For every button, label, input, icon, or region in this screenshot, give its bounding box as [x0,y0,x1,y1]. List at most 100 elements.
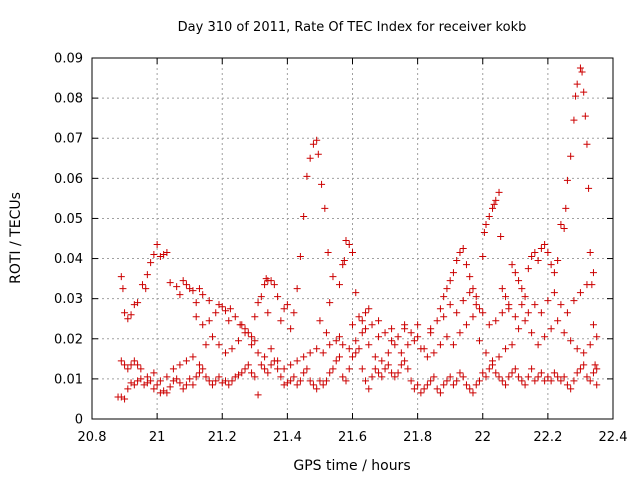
data-point [453,309,461,317]
data-point [228,377,236,385]
data-point [270,281,278,289]
data-point [485,321,493,329]
data-point [143,373,151,381]
data-point [150,251,158,259]
axis-ticks: 0 0.01 0.02 0.03 0.04 0.05 0.06 0.07 0.08 0.09 20.… [54,52,627,446]
data-point [119,285,127,293]
data-point [274,293,282,301]
data-point [489,204,497,212]
data-point [143,271,151,279]
data-point [287,361,295,369]
data-point [176,291,184,299]
data-point [332,357,340,365]
data-point [199,291,207,299]
data-point [518,285,526,293]
data-point [388,325,396,333]
data-point [199,321,207,329]
data-point [378,357,386,365]
data-point [489,357,497,365]
data-point [427,325,435,333]
data-point [208,333,216,341]
data-point [274,365,282,373]
data-point [225,381,233,389]
data-point [521,381,529,389]
data-point [440,381,448,389]
chart-title: Day 310 of 2011, Rate Of TEC Index for r… [178,20,527,35]
data-point [137,375,145,383]
data-point [306,349,314,357]
data-point [335,333,343,341]
data-point [440,313,448,321]
data-point [508,369,516,377]
data-point [423,353,431,361]
data-point [578,68,586,76]
data-point [189,287,197,295]
y-tick-label: 0.02 [54,332,83,347]
x-tick-label: 22.2 [533,430,562,445]
data-point [593,365,601,373]
data-point [480,228,488,236]
x-tick-label: 22.4 [599,430,628,445]
data-point [524,265,532,273]
data-point [459,245,467,253]
data-point [528,365,536,373]
data-point [251,337,259,345]
data-point [440,293,448,301]
data-point [573,345,581,353]
data-point [293,357,301,365]
data-point [121,309,129,317]
data-point [459,297,467,305]
data-point [375,317,383,325]
data-point [563,176,571,184]
data-point [475,377,483,385]
data-point [433,317,441,325]
data-point [231,313,239,321]
data-point [371,353,379,361]
data-point [375,369,383,377]
data-point [182,281,190,289]
data-point [417,345,425,353]
data-point [235,337,243,345]
data-point [163,249,171,257]
data-point [576,365,584,373]
data-point [576,64,584,72]
data-point [521,293,529,301]
y-tick-label: 0.07 [54,132,83,147]
data-point [264,369,272,377]
data-point [208,381,216,389]
data-point [264,309,272,317]
data-point [391,341,399,349]
data-point [300,212,308,220]
data-point [505,305,513,313]
data-point [430,373,438,381]
data-point [537,309,545,317]
data-point [329,365,337,373]
data-point [472,381,480,389]
data-point [124,385,132,393]
data-point [394,333,402,341]
data-point [475,337,483,345]
data-point [427,377,435,385]
data-point [534,341,542,349]
data-point [316,317,324,325]
data-point [147,377,155,385]
data-point [531,301,539,309]
y-tick-label: 0 [75,413,83,428]
data-point [583,281,591,289]
data-point [238,321,246,329]
data-point [316,377,324,385]
data-point [322,329,330,337]
data-point [453,257,461,265]
data-point [329,273,337,281]
data-point [572,92,580,100]
data-point [326,341,334,349]
data-point [345,241,353,249]
data-point [391,373,399,381]
data-point [124,315,132,323]
data-point [192,299,200,307]
data-point [313,345,321,353]
data-point [179,277,187,285]
data-point [449,341,457,349]
data-point [547,261,555,269]
